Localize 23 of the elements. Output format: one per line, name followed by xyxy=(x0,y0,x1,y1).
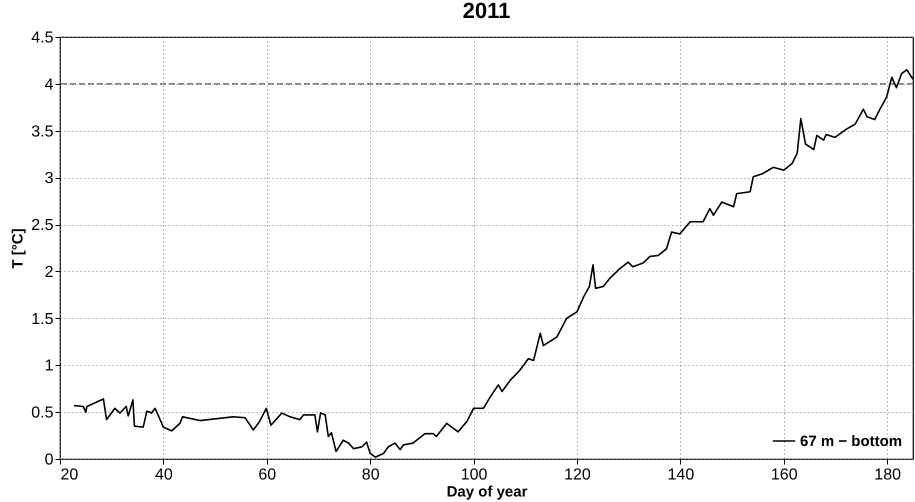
x-tick-label: 60 xyxy=(258,466,276,484)
x-tick-label: 180 xyxy=(874,466,902,484)
y-tick-label: 0.5 xyxy=(31,404,54,422)
x-tick-label: 160 xyxy=(770,466,798,484)
y-axis-title: T [°C] xyxy=(9,228,26,269)
x-tick-label: 20 xyxy=(60,466,78,484)
x-tick-label: 140 xyxy=(668,466,694,484)
x-tick-label: 100 xyxy=(460,466,488,484)
y-tick-label: 2 xyxy=(44,264,54,281)
chart-title: 2011 xyxy=(462,0,510,23)
x-tick-label: 120 xyxy=(564,466,591,484)
y-tick-label: 0 xyxy=(44,452,54,468)
y-tick-label: 4.5 xyxy=(31,30,54,46)
y-tick-label: 3.5 xyxy=(31,123,54,140)
y-tick-label: 3 xyxy=(44,170,54,188)
y-tick-label: 1.5 xyxy=(31,310,54,328)
x-axis-title: Day of year xyxy=(446,484,528,500)
x-tick-label: 40 xyxy=(154,466,173,484)
x-tick-label: 80 xyxy=(362,466,380,484)
y-tick-label: 4 xyxy=(44,76,54,94)
y-tick-label: 1 xyxy=(44,358,54,375)
legend-label: 67 m − bottom xyxy=(800,433,902,450)
y-tick-label: 2.5 xyxy=(31,217,54,234)
